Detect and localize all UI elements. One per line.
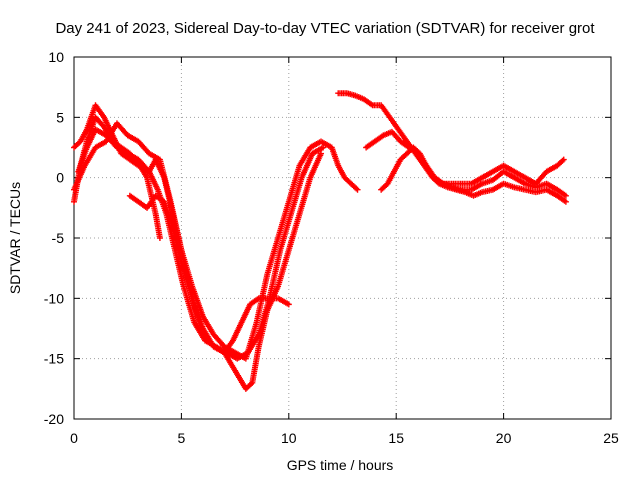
series-arc-e <box>126 192 292 356</box>
data-point <box>320 144 327 151</box>
x-tick-labels: 0 5 10 15 20 25 <box>70 430 619 446</box>
y-tick-label: 0 <box>56 170 64 186</box>
x-tick-label: 25 <box>603 430 619 446</box>
y-tick-label: 10 <box>48 49 64 65</box>
data-point <box>562 198 569 205</box>
x-tick-label: 10 <box>281 430 297 446</box>
data-point <box>354 186 361 193</box>
data-points <box>71 90 569 392</box>
y-tick-labels: -20 -15 -10 -5 0 5 10 <box>44 49 64 427</box>
data-point <box>318 150 325 157</box>
y-axis-label: SDTVAR / TECUs <box>7 182 23 294</box>
y-tick-label: 5 <box>56 109 64 125</box>
x-tick-label: 15 <box>388 430 404 446</box>
data-point <box>156 235 163 241</box>
axis-ticks <box>73 56 612 420</box>
y-tick-label: -15 <box>44 351 64 367</box>
y-tick-label: -5 <box>52 230 65 246</box>
series-arc-g <box>363 128 569 199</box>
x-tick-label: 20 <box>496 430 512 446</box>
series-arc-d <box>71 120 325 392</box>
series-arc-f <box>335 90 567 187</box>
x-axis-label: GPS time / hours <box>287 457 394 473</box>
data-point <box>559 157 566 164</box>
data-point <box>247 381 254 388</box>
chart-title: Day 241 of 2023, Sidereal Day-to-day VTE… <box>55 20 595 37</box>
y-tick-label: -20 <box>44 411 64 427</box>
series-arc-b <box>71 102 361 362</box>
data-point <box>434 179 441 186</box>
grid <box>74 57 611 419</box>
y-tick-label: -10 <box>44 290 64 306</box>
data-point <box>562 192 569 199</box>
series-arc-h <box>378 144 569 205</box>
x-tick-label: 0 <box>70 430 78 446</box>
x-tick-label: 5 <box>178 430 186 446</box>
data-point <box>560 156 567 163</box>
data-point <box>353 185 360 192</box>
data-point <box>285 301 292 308</box>
